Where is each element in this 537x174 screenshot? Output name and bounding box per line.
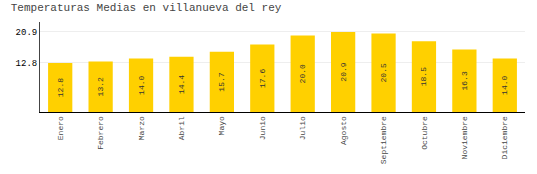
svg-text:18.5: 18.5 [419,67,428,86]
svg-text:12.8: 12.8 [56,78,65,97]
svg-text:20.0: 20.0 [298,64,307,83]
svg-text:14.0: 14.0 [137,75,146,94]
svg-text:12.8: 12.8 [16,59,38,69]
svg-text:Septiembre: Septiembre [379,116,388,164]
svg-text:17.6: 17.6 [258,69,267,88]
svg-text:13.2: 13.2 [96,77,105,96]
svg-text:Temperaturas Medias en villanu: Temperaturas Medias en villanueva del re… [11,2,282,14]
svg-text:Octubre: Octubre [420,116,429,150]
svg-text:20.5: 20.5 [379,63,388,82]
svg-text:Julio: Julio [298,116,307,140]
svg-text:15.7: 15.7 [217,72,226,91]
svg-text:Noviembre: Noviembre [460,116,469,159]
svg-text:Agosto: Agosto [339,116,348,145]
svg-text:20.9: 20.9 [16,28,38,38]
svg-text:20.9: 20.9 [339,62,348,81]
svg-text:16.3: 16.3 [460,71,469,90]
svg-text:Febrero: Febrero [96,116,105,150]
svg-text:Abril: Abril [177,116,186,140]
svg-text:Mayo: Mayo [217,116,226,135]
svg-text:Enero: Enero [56,116,65,140]
svg-text:14.4: 14.4 [177,75,186,94]
svg-text:Marzo: Marzo [137,116,146,140]
svg-text:14.0: 14.0 [500,75,509,94]
svg-text:Junio: Junio [258,116,267,140]
svg-text:Diciembre: Diciembre [500,116,509,159]
